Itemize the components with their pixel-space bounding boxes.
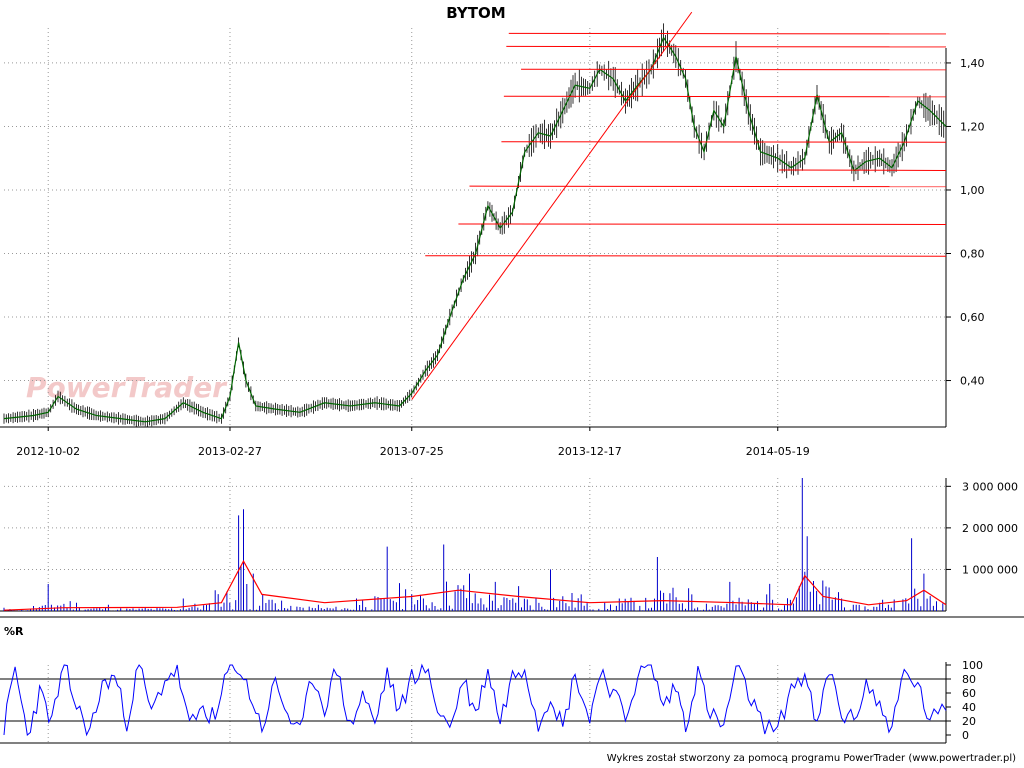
horizontal-level-line [469, 185, 947, 188]
volume-tick-label-0: 1 000 000 [962, 563, 1018, 576]
horizontal-level-line [778, 169, 947, 171]
x-tick-label-4: 2014-05-19 [746, 445, 810, 458]
williams-r-line [3, 663, 947, 737]
horizontal-level-line [506, 45, 947, 48]
chart-title: BYTOM [446, 4, 505, 22]
volume-tick-label-2: 3 000 000 [962, 480, 1018, 493]
x-tick-label-2: 2013-07-25 [380, 445, 444, 458]
x-tick-label-0: 2012-10-02 [16, 445, 80, 458]
horizontal-level-line [521, 68, 947, 71]
volume-average-line [3, 559, 947, 611]
horizontal-level-line [458, 223, 947, 225]
williams-tick-label-3: 60 [962, 687, 976, 700]
price-tick-label-4: 1,20 [960, 120, 985, 133]
horizontal-level-line [508, 32, 947, 35]
williams-tick-label-2: 40 [962, 701, 976, 714]
horizontal-level-line [501, 141, 947, 143]
price-tick-label-5: 1,40 [960, 57, 985, 70]
price-close-line [3, 36, 947, 423]
price-high-low-bars [3, 23, 945, 428]
williams-title: %R [4, 625, 24, 638]
price-tick-label-0: 0,40 [960, 375, 985, 388]
williams-tick-label-5: 100 [962, 659, 983, 672]
williams-tick-label-4: 80 [962, 673, 976, 686]
x-tick-label-1: 2013-02-27 [198, 445, 262, 458]
price-tick-label-3: 1,00 [960, 184, 985, 197]
volume-tick-label-1: 2 000 000 [962, 522, 1018, 535]
horizontal-level-line [425, 255, 947, 257]
footer-credit: Wykres został stworzony za pomocą progra… [606, 753, 1016, 764]
williams-tick-label-1: 20 [962, 715, 976, 728]
price-tick-label-2: 0,80 [960, 247, 985, 260]
volume-bars [3, 478, 944, 611]
watermark-logo: PowerTrader [26, 371, 228, 404]
price-tick-label-1: 0,60 [960, 311, 985, 324]
horizontal-level-line [503, 95, 947, 98]
x-tick-label-3: 2013-12-17 [558, 445, 622, 458]
rising-trendline [411, 11, 693, 400]
williams-tick-label-0: 0 [962, 729, 969, 742]
